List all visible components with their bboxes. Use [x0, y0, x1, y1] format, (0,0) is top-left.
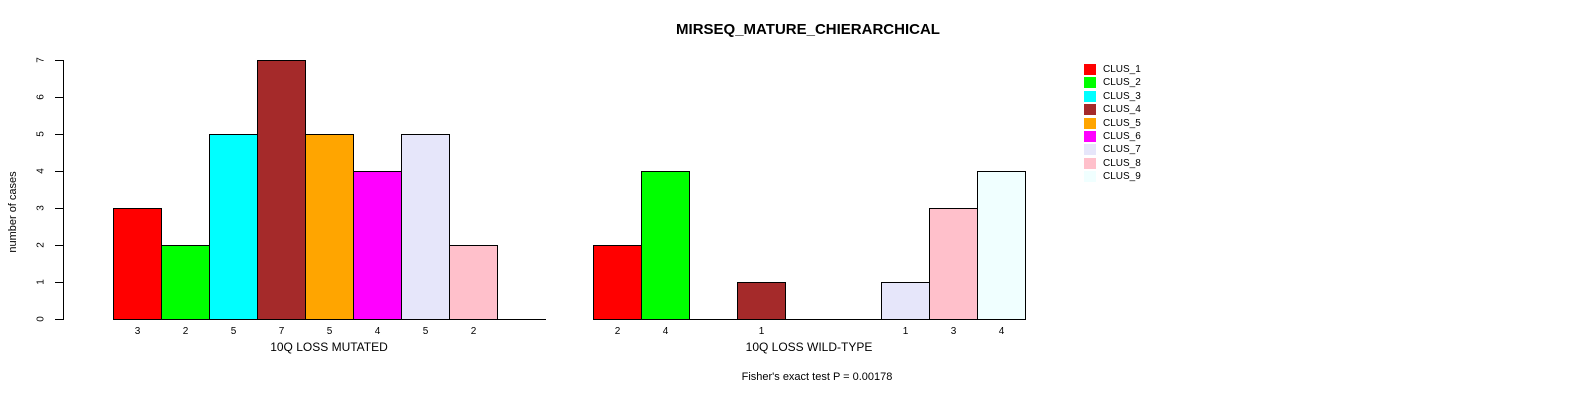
- bar-value-label-CLUS_3: 5: [230, 326, 237, 337]
- y-tick-label-2: 2: [35, 242, 47, 248]
- chart-title: MIRSEQ_MATURE_CHIERARCHICAL: [676, 21, 940, 38]
- legend-label-CLUS_9: CLUS_9: [1103, 171, 1141, 182]
- legend-swatch-CLUS_8: [1084, 158, 1096, 169]
- bar-CLUS_9: [977, 171, 1026, 320]
- bar-CLUS_8: [449, 245, 498, 320]
- x-axis-line-wildtype: [593, 319, 1026, 320]
- bar-value-label-CLUS_6: 4: [374, 326, 381, 337]
- y-tick-3: [55, 208, 63, 209]
- legend-label-CLUS_2: CLUS_2: [1103, 77, 1141, 88]
- bar-CLUS_7: [881, 282, 930, 320]
- y-tick-label-3: 3: [35, 205, 47, 211]
- legend-swatch-CLUS_6: [1084, 131, 1096, 142]
- y-tick-6: [55, 97, 63, 98]
- bar-CLUS_2: [641, 171, 690, 320]
- bar-value-label-CLUS_4: 7: [278, 326, 285, 337]
- y-tick-0: [55, 319, 63, 320]
- y-tick-4: [55, 171, 63, 172]
- legend-swatch-CLUS_4: [1084, 104, 1096, 115]
- y-tick-5: [55, 134, 63, 135]
- bar-value-label-CLUS_8: 3: [950, 326, 957, 337]
- legend-label-CLUS_1: CLUS_1: [1103, 64, 1141, 75]
- y-axis-label: number of cases: [7, 171, 19, 253]
- legend-label-CLUS_5: CLUS_5: [1103, 118, 1141, 129]
- legend-label-CLUS_7: CLUS_7: [1103, 144, 1141, 155]
- legend-swatch-CLUS_9: [1084, 171, 1096, 182]
- legend-swatch-CLUS_7: [1084, 144, 1096, 155]
- bar-CLUS_7: [401, 134, 450, 320]
- legend-swatch-CLUS_1: [1084, 64, 1096, 75]
- bar-CLUS_1: [593, 245, 642, 320]
- legend-label-CLUS_8: CLUS_8: [1103, 158, 1141, 169]
- bar-CLUS_4: [257, 60, 306, 320]
- bar-CLUS_4: [737, 282, 786, 320]
- legend-swatch-CLUS_3: [1084, 91, 1096, 102]
- bar-CLUS_5: [305, 134, 354, 320]
- bar-value-label-CLUS_1: 3: [134, 326, 141, 337]
- y-tick-label-0: 0: [35, 316, 47, 322]
- bar-value-label-CLUS_4: 1: [758, 326, 765, 337]
- legend-label-CLUS_4: CLUS_4: [1103, 104, 1141, 115]
- legend-swatch-CLUS_2: [1084, 77, 1096, 88]
- y-tick-1: [55, 282, 63, 283]
- bar-CLUS_3: [209, 134, 258, 320]
- legend-swatch-CLUS_5: [1084, 118, 1096, 129]
- legend-label-CLUS_6: CLUS_6: [1103, 131, 1141, 142]
- bar-value-label-CLUS_9: 4: [998, 326, 1005, 337]
- y-tick-7: [55, 60, 63, 61]
- bar-value-label-CLUS_2: 4: [662, 326, 669, 337]
- x-axis-title-mutated: 10Q LOSS MUTATED: [270, 340, 388, 354]
- bar-CLUS_1: [113, 208, 162, 320]
- bar-value-label-CLUS_1: 2: [614, 326, 621, 337]
- y-tick-2: [55, 245, 63, 246]
- bar-value-label-CLUS_7: 5: [422, 326, 429, 337]
- y-tick-label-4: 4: [35, 168, 47, 174]
- legend-label-CLUS_3: CLUS_3: [1103, 91, 1141, 102]
- x-axis-title-wildtype: 10Q LOSS WILD-TYPE: [745, 340, 873, 354]
- y-tick-label-7: 7: [35, 57, 47, 63]
- bar-value-label-CLUS_2: 2: [182, 326, 189, 337]
- fisher-test-annotation: Fisher's exact test P = 0.00178: [741, 371, 893, 383]
- bar-CLUS_2: [161, 245, 210, 320]
- y-tick-label-1: 1: [35, 279, 47, 285]
- bar-value-label-CLUS_8: 2: [470, 326, 477, 337]
- bar-value-label-CLUS_5: 5: [326, 326, 333, 337]
- bar-CLUS_8: [929, 208, 978, 320]
- y-axis-line: [63, 60, 64, 320]
- bar-value-label-CLUS_7: 1: [902, 326, 909, 337]
- y-tick-label-5: 5: [35, 131, 47, 137]
- bar-CLUS_6: [353, 171, 402, 320]
- y-tick-label-6: 6: [35, 94, 47, 100]
